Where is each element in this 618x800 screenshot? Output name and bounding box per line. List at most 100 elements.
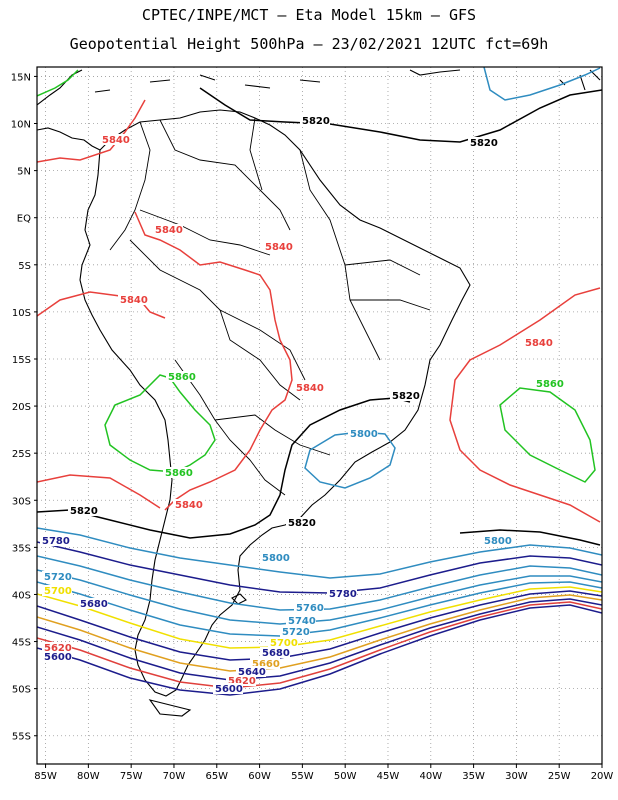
contour-label: 5600 [215, 684, 243, 695]
contour-label: 5800 [350, 429, 378, 440]
lon-label: 20W [591, 771, 614, 782]
contour-5840-south [37, 474, 161, 509]
contour-label-bg [294, 602, 324, 613]
contour-label: 5760 [296, 603, 324, 614]
contour-label-bg [286, 615, 316, 626]
lon-label: 85W [34, 771, 57, 782]
contour-label-bg [390, 390, 420, 401]
lat-label: EQ [17, 214, 31, 225]
contour-5840-east [449, 287, 601, 523]
contour-5680 [37, 590, 602, 661]
west-africa-coast [409, 69, 461, 76]
lon-label: 30W [505, 771, 528, 782]
contour-label-bg [226, 675, 256, 686]
contour-label: 5820 [392, 391, 420, 402]
contour-labels: 5840 5840 5840 5840 5840 5840 5840 5820 5820 5820… [40, 115, 564, 695]
contour-label-bg [348, 428, 378, 439]
latitude-labels: 15N 10N 5N EQ 5S 10S 15S 20S 25S 30S 35S 40S 45S 50S 5… [11, 72, 37, 743]
contour-label: 5680 [80, 599, 108, 610]
coastlines [37, 69, 601, 717]
contour-5800-ring [304, 431, 396, 489]
lon-label: 80W [77, 771, 100, 782]
contour-5840-amazon [134, 211, 293, 511]
contour-label: 5740 [288, 616, 316, 627]
contour-5860-north [37, 69, 79, 97]
lat-label: 10S [12, 308, 31, 319]
contour-label-bg [534, 378, 564, 389]
contour-label-bg [294, 382, 324, 393]
lon-label: 25W [548, 771, 571, 782]
lon-label: 40W [419, 771, 442, 782]
contour-label: 5820 [288, 518, 316, 529]
contour-5760 [37, 555, 602, 611]
contour-label: 5720 [44, 572, 72, 583]
contour-5800-top [483, 67, 601, 101]
contour-label: 5720 [282, 627, 310, 638]
lat-label: 25S [12, 449, 31, 460]
contour-5640 [37, 598, 602, 681]
falkland-islands [231, 593, 247, 605]
contour-5800 [37, 527, 602, 579]
contour-label-bg [523, 337, 553, 348]
contour-label: 5840 [265, 242, 293, 253]
map-title-line1: CPTEC/INPE/MCT – Eta Model 15km – GFS [141, 6, 477, 24]
contour-label: 5620 [228, 676, 256, 687]
contour-label-bg [268, 637, 298, 648]
contour-5660 [37, 594, 602, 672]
contour-label: 5820 [70, 506, 98, 517]
lat-label: 5S [18, 261, 31, 272]
contour-label: 5840 [102, 135, 130, 146]
lon-label: 55W [291, 771, 314, 782]
lat-label: 45S [12, 638, 31, 649]
contour-label: 5620 [44, 643, 72, 654]
lon-label: 75W [120, 771, 143, 782]
lat-label: 5N [17, 167, 31, 178]
contour-label-bg [236, 666, 266, 677]
caribbean-islands [94, 74, 321, 93]
lat-label: 10N [11, 120, 31, 131]
contour-label: 5820 [302, 116, 330, 127]
contour-label: 5640 [238, 667, 266, 678]
contour-5600 [37, 604, 602, 696]
lat-label: 15S [12, 355, 31, 366]
lat-label: 40S [12, 590, 31, 601]
contour-label-bg [300, 115, 330, 126]
contour-label-bg [280, 626, 310, 637]
contour-label: 5860 [536, 379, 564, 390]
tierra-del-fuego [148, 699, 192, 717]
contour-label-bg [42, 642, 72, 653]
lat-label: 35S [12, 543, 31, 554]
central-america-coast [37, 69, 101, 151]
contour-5720 [37, 581, 602, 637]
lat-label: 50S [12, 685, 31, 696]
map-frame [36, 66, 603, 765]
contour-5860-atlantic [499, 387, 596, 483]
contour-label-bg [100, 134, 130, 145]
contour-label-bg [286, 517, 316, 528]
longitude-labels: 85W 80W 75W 70W 65W 60W 55W 50W 45W 40W 35W 30W 25W 2… [34, 764, 613, 782]
contour-5820-southeast [37, 397, 411, 539]
contour-label: 5860 [165, 468, 193, 479]
lat-label: 15N [11, 72, 31, 83]
lon-label: 65W [205, 771, 228, 782]
lon-label: 35W [462, 771, 485, 782]
contour-5700 [37, 586, 602, 649]
south-america-coast [79, 109, 471, 697]
contour-label-bg [118, 294, 148, 305]
lon-label: 70W [163, 771, 186, 782]
height-contours [37, 67, 602, 696]
lat-label: 55S [12, 732, 31, 743]
contour-label-bg [153, 224, 183, 235]
contour-5820-east [459, 529, 601, 546]
contour-label: 5840 [175, 500, 203, 511]
contour-5840-north [37, 99, 146, 163]
contour-label-bg [260, 552, 290, 563]
contour-label: 5840 [155, 225, 183, 236]
contour-label-bg [42, 585, 72, 596]
contour-label: 5700 [270, 638, 298, 649]
contour-label-bg [78, 598, 108, 609]
contour-label: 5600 [44, 652, 72, 663]
contour-label-bg [173, 499, 203, 510]
contour-5820-north [199, 87, 602, 143]
contour-label-bg [327, 588, 357, 599]
